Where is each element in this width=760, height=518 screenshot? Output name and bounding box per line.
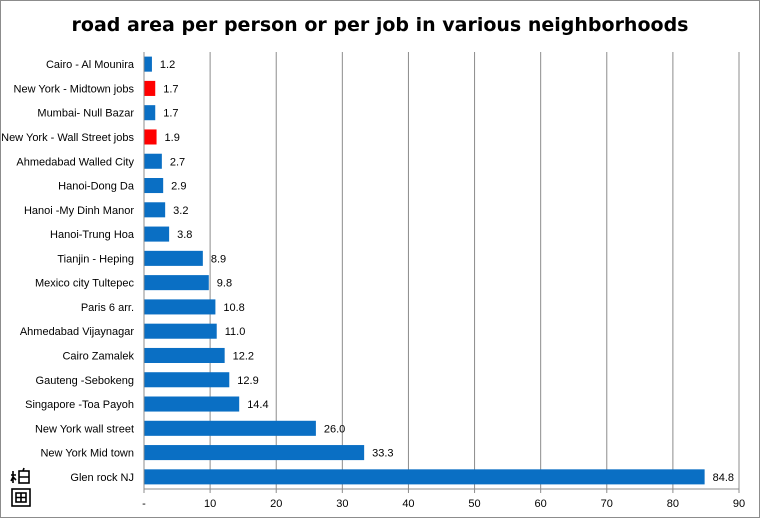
gridlines [209,52,740,489]
category-label: Cairo Zamalek [62,350,134,362]
tick-label: 20 [270,498,282,510]
value-label: 84.8 [713,472,734,484]
value-label: 1.7 [163,108,178,120]
value-label: 1.9 [165,132,180,144]
tick-label: 70 [601,498,613,510]
bar [144,202,166,218]
value-label: 3.8 [177,229,192,241]
category-label: Paris 6 arr. [81,302,134,314]
tick-label: 40 [402,498,414,510]
category-label: Mumbai- Null Bazar [37,108,134,120]
category-label: Hanoi-Trung Hoa [50,229,135,241]
bar [144,347,225,363]
bar [144,178,164,194]
value-labels: 1.2 1.7 1.7 1.9 2.7 2.9 3.2 3.8 8.9 9.8 10.8 11.0 12… [160,59,734,484]
category-label: New York Mid town [40,448,134,460]
bar [144,129,157,145]
value-label: 33.3 [372,448,393,460]
bar [144,396,240,412]
value-label: 10.8 [223,302,244,314]
chart-title: road area per person or per job in vario… [72,14,689,36]
value-label: 2.9 [171,181,186,193]
tick-label: 90 [733,498,745,510]
bar [144,299,216,315]
value-label: 2.7 [170,156,185,168]
category-label: Singapore -Toa Payoh [25,399,134,411]
category-label: New York - Midtown jobs [14,83,135,95]
bar [144,445,365,461]
bar [144,250,203,266]
bar [144,469,705,485]
bar [144,153,162,169]
value-label: 1.2 [160,59,175,71]
bar [144,372,230,388]
tick-label: 30 [336,498,348,510]
value-label: 9.8 [217,278,232,290]
tick-label: 80 [667,498,679,510]
bar [144,80,156,96]
value-label: 11.0 [225,326,246,338]
category-labels: Cairo - Al Mounira New York - Midtown job… [1,59,135,484]
bar [144,420,316,436]
axis [143,52,740,493]
category-label: Glen rock NJ [70,472,134,484]
value-label: 1.7 [163,83,178,95]
tick-label: 60 [535,498,547,510]
category-label: Hanoi-Dong Da [58,181,135,193]
category-label: Gauteng -Sebokeng [36,375,134,387]
value-label: 12.2 [233,350,254,362]
category-label: Mexico city Tultepec [35,278,135,290]
tick-labels: - 10 20 30 40 50 60 70 80 90 [142,498,745,510]
bar [144,323,217,339]
tick-label: 10 [204,498,216,510]
category-label: Cairo - Al Mounira [46,59,135,71]
category-label: New York wall street [35,423,134,435]
category-label: Ahmedabad Vijaynagar [20,326,134,338]
value-label: 3.2 [173,205,188,217]
bar [144,275,209,291]
bar [144,56,152,72]
value-label: 8.9 [211,253,226,265]
bar [144,105,156,121]
category-label: Tianjin - Heping [57,253,134,265]
category-label: Hanoi -My Dinh Manor [24,205,134,217]
value-label: 26.0 [324,423,345,435]
bar [144,226,170,242]
category-label: Ahmedabad Walled City [16,156,134,168]
seal-logo-icon [10,467,31,507]
value-label: 12.9 [237,375,258,387]
tick-label: - [142,498,146,510]
bars [144,56,705,485]
category-label: New York - Wall Street jobs [1,132,134,144]
tick-label: 50 [468,498,480,510]
value-label: 14.4 [247,399,268,411]
